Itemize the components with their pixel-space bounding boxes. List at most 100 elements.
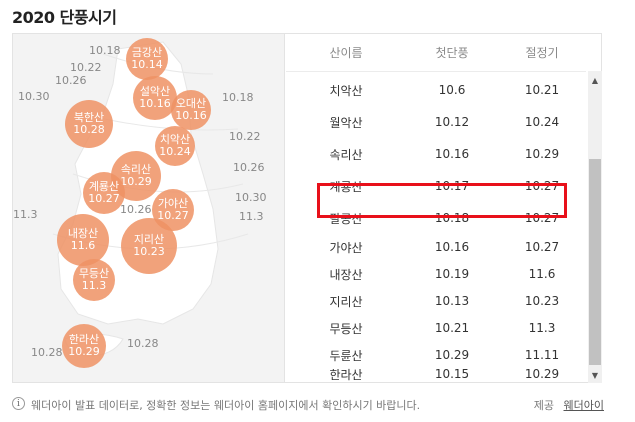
column-header-peak-foliage: 절정기 [525, 46, 559, 60]
isoline-label: 10.26 [120, 203, 152, 216]
cell-mountain: 두륜산 [329, 348, 363, 363]
peak-marker-naejangsan[interactable]: 내장산 11.6 [57, 214, 109, 266]
foliage-table: 산이름 첫단풍 절정기 치악산 10.6 10.21 월악산 10.12 10.… [286, 34, 601, 382]
table-row: 지리산 10.13 10.23 [286, 285, 586, 317]
table-row: 가야산 10.16 10.27 [286, 231, 586, 263]
peak-name: 가야산 [157, 196, 189, 210]
peak-name: 속리산 [120, 162, 152, 176]
peak-marker-seoraksan[interactable]: 설악산 10.16 [133, 76, 177, 120]
peak-name: 북한산 [73, 110, 105, 124]
column-header-mountain: 산이름 [329, 46, 363, 60]
table-row: 내장산 10.19 11.6 [286, 258, 586, 290]
footer: i 웨더아이 발표 데이터로, 정확한 정보는 웨더아이 홈페이지에서 확인하시… [12, 394, 604, 414]
table-row: 두륜산 10.29 11.11 [286, 339, 586, 371]
peak-name: 치악산 [159, 132, 191, 146]
peak-marker-geumgangsan[interactable]: 금강산 10.14 [126, 38, 168, 80]
isoline-label: 10.26 [55, 74, 87, 87]
column-header-first-foliage: 첫단풍 [435, 46, 469, 60]
peak-date: 10.27 [157, 209, 189, 222]
cell-peak-foliage: 10.23 [524, 294, 560, 308]
table-row: 속리산 10.16 10.29 [286, 138, 586, 170]
peak-name: 설악산 [139, 84, 171, 98]
cell-peak-foliage: 10.29 [524, 367, 560, 381]
cell-first-foliage: 10.29 [434, 348, 470, 362]
foliage-map: 10.18 10.22 10.26 10.30 10.18 10.22 10.2… [13, 34, 285, 382]
cell-mountain: 팔공산 [329, 211, 363, 226]
isoline-label: 10.18 [222, 91, 254, 104]
cell-first-foliage: 10.16 [434, 147, 470, 161]
table-row: 치악산 10.6 10.21 [286, 74, 586, 106]
cell-first-foliage: 10.17 [434, 179, 470, 193]
peak-date: 10.28 [73, 123, 105, 136]
cell-mountain: 속리산 [329, 147, 363, 162]
peak-marker-bukhansan[interactable]: 북한산 10.28 [65, 100, 113, 148]
info-icon: i [12, 397, 25, 410]
peak-date: 10.16 [139, 97, 171, 110]
cell-peak-foliage: 10.24 [524, 115, 560, 129]
cell-mountain: 치악산 [329, 83, 363, 98]
table-row: 월악산 10.12 10.24 [286, 106, 586, 138]
cell-peak-foliage: 11.6 [528, 267, 556, 281]
isoline-label: 10.18 [89, 44, 121, 57]
cell-peak-foliage: 10.27 [524, 240, 560, 254]
cell-first-foliage: 10.15 [434, 367, 470, 381]
peak-date: 11.3 [81, 279, 107, 292]
peak-name: 오대산 [175, 96, 207, 110]
cell-first-foliage: 10.6 [438, 83, 466, 97]
table-body[interactable]: 치악산 10.6 10.21 월악산 10.12 10.24 속리산 10.16… [286, 72, 586, 382]
isoline-label: 11.3 [239, 210, 264, 223]
cell-first-foliage: 10.16 [434, 240, 470, 254]
peak-date: 10.23 [133, 245, 165, 258]
table-row: 무등산 10.21 11.3 [286, 312, 586, 344]
arrow-up-icon[interactable]: ▲ [591, 75, 599, 85]
peak-date: 10.29 [68, 345, 100, 358]
peak-marker-chiaksan[interactable]: 치악산 10.24 [155, 126, 195, 166]
scrollbar-thumb[interactable] [589, 159, 601, 365]
arrow-down-icon[interactable]: ▼ [591, 370, 599, 380]
peak-name: 지리산 [133, 232, 165, 246]
peak-marker-odaesan[interactable]: 오대산 10.16 [171, 90, 211, 130]
isoline-label: 10.28 [31, 346, 63, 359]
table-header: 산이름 첫단풍 절정기 [286, 34, 586, 72]
peak-marker-hallasan[interactable]: 한라산 10.29 [62, 324, 106, 368]
peak-name: 무등산 [78, 266, 110, 280]
peak-name: 한라산 [68, 332, 100, 346]
cell-peak-foliage: 10.27 [524, 179, 560, 193]
page-title: 2020 단풍시기 [12, 8, 117, 27]
cell-peak-foliage: 11.11 [524, 348, 560, 362]
isoline-label: 10.26 [233, 161, 265, 174]
peak-marker-gyeryongsan[interactable]: 계룡산 10.27 [83, 172, 125, 214]
foliage-panel: 10.18 10.22 10.26 10.30 10.18 10.22 10.2… [12, 33, 602, 383]
peak-date: 10.24 [159, 145, 191, 158]
table-row: 계룡산 10.17 10.27 [286, 170, 586, 202]
peak-date: 11.6 [70, 239, 96, 252]
peak-marker-jirisan[interactable]: 지리산 10.23 [121, 218, 177, 274]
cell-peak-foliage: 10.29 [524, 147, 560, 161]
peak-date: 10.14 [131, 58, 163, 71]
cell-mountain: 가야산 [329, 240, 363, 255]
isoline-label: 10.30 [235, 191, 267, 204]
cell-first-foliage: 10.12 [434, 115, 470, 129]
peak-name: 내장산 [67, 226, 99, 240]
cell-mountain: 월악산 [329, 115, 363, 130]
provider-link[interactable]: 웨더아이 [563, 399, 604, 412]
cell-mountain: 내장산 [329, 267, 363, 282]
table-scrollbar[interactable]: ▲ ▼ [588, 71, 602, 383]
cell-first-foliage: 10.18 [434, 211, 470, 225]
isoline-label: 10.22 [70, 61, 102, 74]
cell-mountain: 지리산 [329, 294, 363, 309]
footer-notice: 웨더아이 발표 데이터로, 정확한 정보는 웨더아이 홈페이지에서 확인하시기 … [31, 399, 421, 412]
cell-peak-foliage: 10.21 [524, 83, 560, 97]
cell-peak-foliage: 11.3 [528, 321, 556, 335]
peak-date: 10.27 [88, 192, 120, 205]
cell-first-foliage: 10.21 [434, 321, 470, 335]
cell-mountain: 한라산 [329, 367, 363, 382]
isoline-label: 10.30 [18, 90, 50, 103]
peak-marker-mudeungsan[interactable]: 무등산 11.3 [73, 259, 115, 301]
cell-mountain: 계룡산 [329, 179, 363, 194]
cell-peak-foliage: 10.27 [524, 211, 560, 225]
peak-name: 금강산 [131, 45, 163, 59]
peak-date: 10.29 [120, 175, 152, 188]
table-row: 한라산 10.15 10.29 [286, 365, 586, 382]
peak-name: 계룡산 [88, 179, 120, 193]
